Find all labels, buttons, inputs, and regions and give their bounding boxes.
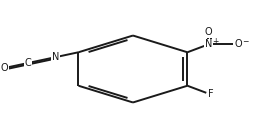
Text: N: N [52,52,59,62]
Text: O: O [234,39,242,49]
Text: C: C [24,58,31,68]
Text: N: N [205,39,212,49]
Text: O: O [205,27,212,37]
Text: +: + [212,37,219,46]
Text: O: O [1,63,8,73]
Text: F: F [208,89,214,99]
Text: −: − [242,37,249,46]
